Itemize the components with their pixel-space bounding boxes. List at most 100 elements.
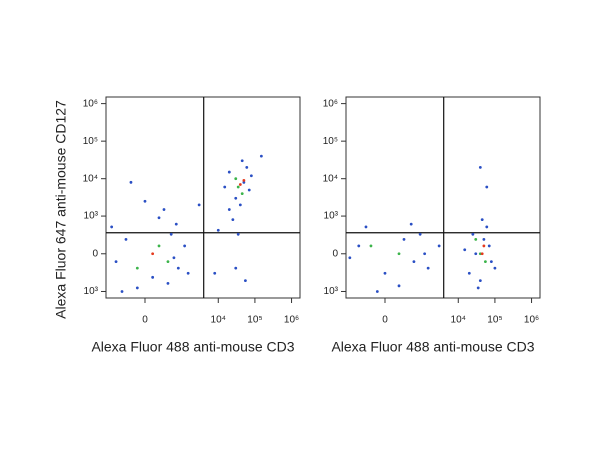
event-dot xyxy=(166,260,170,264)
event-dot xyxy=(369,244,373,248)
event-dot xyxy=(186,271,190,275)
event-dot xyxy=(480,218,484,222)
event-dot xyxy=(110,225,114,229)
event-dot xyxy=(245,165,249,169)
event-dot xyxy=(114,260,118,264)
event-dot xyxy=(240,192,244,196)
y-tick-label: 10³ xyxy=(324,211,339,222)
event-dot xyxy=(483,260,487,264)
event-dot xyxy=(124,238,128,241)
event-dot xyxy=(480,252,484,256)
event-dot xyxy=(357,244,361,248)
y-tick-label: 10⁴ xyxy=(323,173,338,184)
event-dot xyxy=(176,266,180,270)
y-tick-label: 10³ xyxy=(324,286,339,297)
event-dot xyxy=(383,271,387,275)
event-dot xyxy=(375,290,379,293)
event-dot xyxy=(476,286,480,290)
event-dot xyxy=(231,218,235,222)
event-dot xyxy=(412,260,416,264)
event-dot xyxy=(487,244,491,248)
y-tick-label: 10³ xyxy=(84,211,99,222)
event-dot xyxy=(197,203,201,207)
event-dot xyxy=(474,238,478,241)
event-dot xyxy=(238,183,242,186)
y-tick-label: 10⁶ xyxy=(83,98,98,109)
event-dot xyxy=(234,196,238,200)
x-axis-title: Alexa Fluor 488 anti-mouse CD3 xyxy=(91,339,294,355)
event-dot xyxy=(247,188,251,192)
event-dot xyxy=(397,284,401,288)
x-tick-label: 10⁵ xyxy=(247,315,262,326)
event-dot xyxy=(478,279,482,283)
event-dot xyxy=(242,179,246,182)
y-tick-label: 10⁵ xyxy=(83,136,98,147)
event-dot xyxy=(409,222,413,226)
event-dot xyxy=(485,185,489,189)
event-dot xyxy=(259,154,263,158)
y-tick-label: 10³ xyxy=(84,286,99,297)
event-dot xyxy=(183,244,187,248)
event-dot xyxy=(249,174,253,178)
event-dot xyxy=(493,266,497,270)
event-dot xyxy=(402,238,406,241)
event-dot xyxy=(242,180,246,184)
event-dot xyxy=(169,232,173,236)
event-dot xyxy=(418,232,422,236)
event-dot xyxy=(397,252,401,256)
event-dot xyxy=(474,252,478,256)
x-tick-label: 10⁵ xyxy=(487,315,502,326)
event-dot xyxy=(227,170,231,174)
x-tick-label: 10⁶ xyxy=(524,315,539,326)
event-dot xyxy=(223,185,227,189)
x-tick-label: 0 xyxy=(142,315,148,326)
event-dot xyxy=(135,266,139,270)
event-dot xyxy=(364,225,368,229)
plot-frame xyxy=(105,96,301,299)
x-tick-label: 10⁶ xyxy=(284,315,299,326)
y-tick-label: 10⁵ xyxy=(323,136,338,147)
event-dot xyxy=(463,248,467,252)
event-dot xyxy=(151,252,155,256)
event-dot xyxy=(162,208,166,211)
event-dot xyxy=(243,279,247,283)
event-dot xyxy=(426,266,430,270)
event-dot xyxy=(216,228,220,232)
event-dot xyxy=(135,286,139,290)
event-dot xyxy=(348,256,352,260)
x-tick-label: 0 xyxy=(382,315,388,326)
event-dot xyxy=(157,216,161,220)
event-dot xyxy=(143,199,147,203)
y-tick-label: 0 xyxy=(92,248,98,259)
y-tick-label: 10⁶ xyxy=(323,98,338,109)
event-dot xyxy=(467,271,471,275)
plot-frame xyxy=(345,96,541,299)
event-dot xyxy=(120,290,124,293)
event-dot xyxy=(151,275,155,279)
y-tick-label: 10⁴ xyxy=(83,173,98,184)
y-tick-label: 0 xyxy=(332,248,338,259)
event-dot xyxy=(423,252,427,256)
event-dot xyxy=(478,165,482,169)
event-dot xyxy=(471,232,475,236)
event-dot xyxy=(174,222,178,226)
event-dot xyxy=(157,244,161,248)
event-dot xyxy=(129,180,133,184)
x-axis-title: Alexa Fluor 488 anti-mouse CD3 xyxy=(331,339,534,355)
event-dot xyxy=(234,266,238,270)
event-dot xyxy=(213,271,217,275)
event-dot xyxy=(238,203,242,207)
event-dot xyxy=(166,282,170,285)
event-dot xyxy=(240,159,244,163)
event-dot xyxy=(236,232,240,236)
event-dot xyxy=(437,244,441,248)
event-dot xyxy=(234,177,238,181)
event-dot xyxy=(482,238,486,241)
y-axis-title: Alexa Fluor 647 anti-mouse CD127 xyxy=(53,100,69,319)
event-dot xyxy=(482,244,486,248)
event-dot xyxy=(172,256,176,260)
event-dot xyxy=(227,208,231,211)
event-dot xyxy=(489,260,493,264)
x-tick-label: 10⁴ xyxy=(451,315,466,326)
